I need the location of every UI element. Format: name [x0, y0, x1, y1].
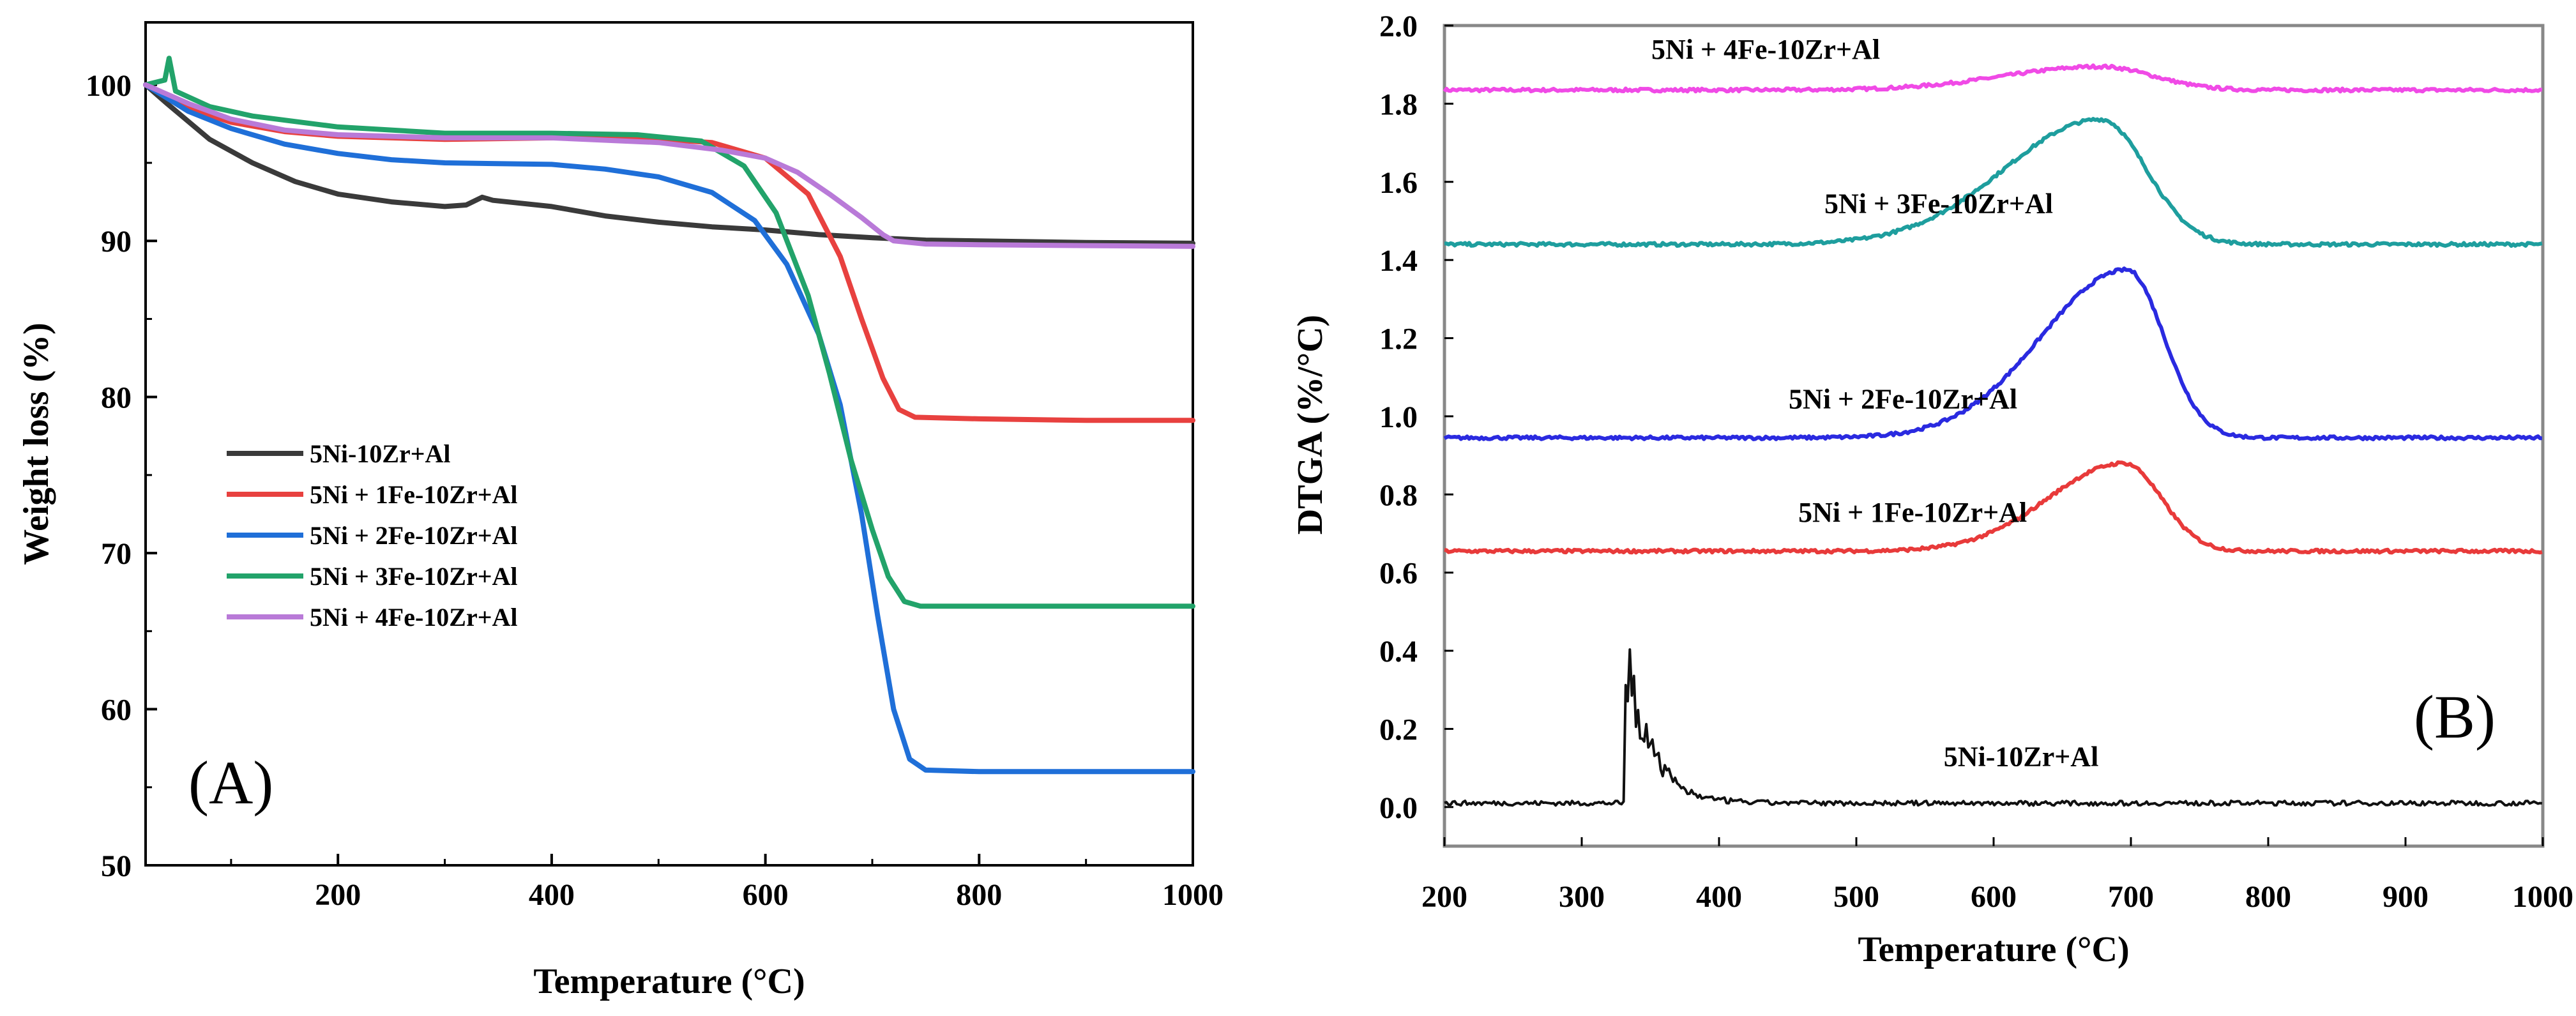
panel-a-legend: 5Ni-10Zr+Al 5Ni + 1Fe-10Zr+Al 5Ni + 2Fe-10…	[227, 439, 518, 632]
panel-a-legend-label: 5Ni + 3Fe-10Zr+Al	[310, 562, 518, 591]
panel-b-dtga-chart: 200 300 400 500 600 700 800 900 1000 0.0 0.2 0.4 0.6…	[1291, 10, 2573, 969]
panel-b-line-5ni-3fe-10zr-al	[1444, 117, 2543, 248]
panel-b-y-tick-label: 1.2	[1379, 322, 1418, 356]
panel-a-x-axis-title: Temperature (°C)	[533, 962, 805, 1001]
panel-b-y-tick-label: 0.8	[1379, 478, 1418, 512]
panel-a-line-5ni-3fe-10zr-al	[143, 56, 1195, 609]
panel-b-y-tick-label: 0.4	[1379, 635, 1418, 669]
panel-b-label: (B)	[2414, 683, 2496, 751]
panel-b-series-label-5ni-4fe-10zr-al: 5Ni + 4Fe-10Zr+Al	[1651, 34, 1880, 65]
panel-a-y-tick-label: 100	[86, 69, 132, 103]
panel-a-tga-chart: 200 400 600 800 1000 50 60 70 80 90 100 5Ni-10Zr+A…	[17, 21, 1224, 1001]
panel-a-legend-label: 5Ni + 1Fe-10Zr+Al	[310, 480, 518, 509]
panel-a-line-5ni-2fe-10zr-al	[143, 82, 1195, 775]
panel-a-legend-label: 5Ni-10Zr+Al	[310, 439, 451, 468]
panel-a-x-tick-label: 800	[956, 878, 1002, 912]
panel-b-x-tick-label: 500	[1833, 880, 1879, 914]
panel-b-x-tick-label: 700	[2108, 880, 2154, 914]
panel-a-legend-label: 5Ni + 4Fe-10Zr+Al	[310, 603, 518, 632]
panel-b-axis-ticks: 200 300 400 500 600 700 800 900 1000 0.0 0.2 0.4 0.6…	[1379, 10, 2573, 914]
panel-a-line-5ni-4fe-10zr-al	[143, 82, 1195, 249]
panel-b-line-5ni-1fe-10zr-al	[1444, 460, 2543, 555]
panel-b-x-tick-label: 300	[1559, 880, 1605, 914]
panel-b-x-tick-label: 400	[1696, 880, 1742, 914]
panel-a-label: (A)	[188, 748, 273, 817]
panel-b-y-tick-label: 1.8	[1379, 87, 1418, 121]
panel-a-y-tick-label: 90	[101, 225, 132, 259]
panel-a-legend-label: 5Ni + 2Fe-10Zr+Al	[310, 521, 518, 550]
panel-a-x-tick-label: 600	[743, 878, 789, 912]
panel-a-x-tick-label: 200	[315, 878, 361, 912]
panel-a-y-tick-label: 60	[101, 694, 132, 727]
panel-a-series-lines	[143, 56, 1195, 775]
panel-b-x-tick-label: 600	[1971, 880, 2017, 914]
panel-b-series-lines	[1443, 63, 2543, 807]
panel-b-y-tick-label: 1.6	[1379, 166, 1418, 200]
panel-a-x-tick-label: 400	[529, 878, 575, 912]
panel-a-x-tick-label: 1000	[1162, 878, 1224, 912]
panel-b-line-5ni-4fe-10zr-al	[1443, 63, 2543, 94]
panel-b-series-label-5ni-10zr-al: 5Ni-10Zr+Al	[1944, 741, 2099, 773]
panel-b-x-tick-label: 900	[2383, 880, 2428, 914]
panel-a-y-tick-label: 70	[101, 537, 132, 571]
panel-b-y-tick-label: 2.0	[1379, 10, 1418, 43]
panel-b-y-tick-label: 0.2	[1379, 713, 1418, 747]
panel-a-plot-frame	[144, 21, 1194, 867]
panel-b-x-tick-label: 1000	[2512, 880, 2573, 914]
panel-b-series-label-5ni-1fe-10zr-al: 5Ni + 1Fe-10Zr+Al	[1798, 497, 2027, 528]
panel-b-x-tick-label: 800	[2245, 880, 2291, 914]
panel-b-y-tick-label: 0.6	[1379, 557, 1418, 591]
panel-a-y-tick-label: 80	[101, 381, 132, 415]
panel-b-x-tick-label: 200	[1421, 880, 1467, 914]
panel-a-axis-ticks: 200 400 600 800 1000 50 60 70 80 90 100	[86, 69, 1224, 912]
panel-b-series-labels: 5Ni + 4Fe-10Zr+Al 5Ni + 3Fe-10Zr+Al 5Ni + …	[1651, 34, 2098, 773]
panel-b-series-label-5ni-3fe-10zr-al: 5Ni + 3Fe-10Zr+Al	[1824, 188, 2053, 220]
panel-b-y-tick-label: 1.0	[1379, 400, 1418, 434]
panel-b-y-tick-label: 0.0	[1379, 791, 1418, 825]
panel-b-series-label-5ni-2fe-10zr-al: 5Ni + 2Fe-10Zr+Al	[1789, 384, 2017, 415]
panel-a-y-axis-title: Weight loss (%)	[17, 322, 56, 565]
panel-b-x-axis-title: Temperature (°C)	[1858, 930, 2129, 969]
panel-b-y-axis-title: DTGA (%/°C)	[1291, 315, 1330, 535]
panel-b-y-tick-label: 1.4	[1379, 244, 1418, 278]
panel-b-line-5ni-2fe-10zr-al	[1443, 266, 2542, 441]
panel-b-line-5ni-10zr-al	[1444, 648, 2543, 807]
panel-a-y-tick-label: 50	[101, 849, 132, 883]
